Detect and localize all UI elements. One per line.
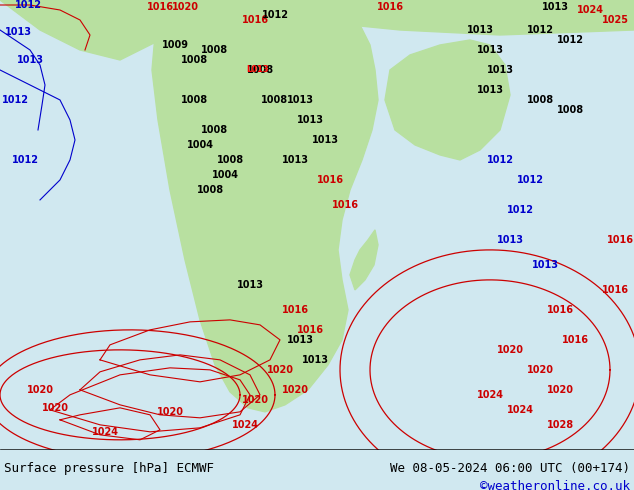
Text: 1012: 1012 (486, 155, 514, 165)
Text: 1016: 1016 (297, 325, 323, 335)
Text: 1013: 1013 (16, 55, 44, 65)
Text: 1012: 1012 (557, 35, 583, 45)
Text: 1013: 1013 (541, 2, 569, 12)
Text: 1020: 1020 (157, 407, 183, 417)
Text: 1008: 1008 (261, 95, 288, 105)
Text: 1016: 1016 (316, 175, 344, 185)
Text: 1028: 1028 (547, 420, 574, 430)
Text: ©weatheronline.co.uk: ©weatheronline.co.uk (480, 480, 630, 490)
Text: 1008: 1008 (202, 125, 229, 135)
Text: 1008: 1008 (181, 95, 209, 105)
Text: 1024: 1024 (91, 427, 119, 437)
Text: 1013: 1013 (467, 25, 493, 35)
Text: 1012: 1012 (261, 10, 288, 20)
Text: 1016: 1016 (242, 15, 269, 25)
Text: 1008: 1008 (557, 105, 583, 115)
Text: 1016: 1016 (547, 305, 574, 315)
Text: 1024: 1024 (477, 390, 503, 400)
Text: 1012: 1012 (1, 95, 29, 105)
Text: 1004: 1004 (212, 170, 238, 180)
Text: 1013: 1013 (486, 65, 514, 75)
Text: L013: L013 (247, 66, 269, 74)
Text: 1008: 1008 (181, 55, 209, 65)
Text: 1016: 1016 (602, 285, 628, 295)
Text: 1013: 1013 (477, 45, 503, 55)
Text: 1020: 1020 (547, 385, 574, 395)
Text: 1013: 1013 (496, 235, 524, 245)
Text: 1013: 1013 (4, 27, 32, 37)
Text: We 08-05-2024 06:00 UTC (00+174): We 08-05-2024 06:00 UTC (00+174) (390, 462, 630, 475)
Text: 1012: 1012 (15, 0, 41, 10)
Polygon shape (385, 40, 510, 160)
Text: 1013: 1013 (287, 335, 313, 345)
Text: 1008: 1008 (216, 155, 243, 165)
Text: 1008: 1008 (202, 45, 229, 55)
Text: Surface pressure [hPa] ECMWF: Surface pressure [hPa] ECMWF (4, 462, 214, 475)
Text: 1024: 1024 (576, 5, 604, 15)
Text: 1016: 1016 (281, 305, 309, 315)
Text: 1020: 1020 (496, 345, 524, 355)
Text: 1020: 1020 (27, 385, 53, 395)
Polygon shape (152, 5, 378, 412)
Polygon shape (0, 0, 200, 60)
Text: 1020: 1020 (266, 365, 294, 375)
Text: 1020: 1020 (41, 403, 68, 413)
Text: 1012: 1012 (11, 155, 39, 165)
Text: 1012: 1012 (507, 205, 533, 215)
Text: 1013: 1013 (302, 355, 328, 365)
Text: 1016: 1016 (377, 2, 403, 12)
Text: 1013: 1013 (236, 280, 264, 290)
Text: 1020: 1020 (172, 2, 198, 12)
Text: 1025: 1025 (602, 15, 628, 25)
Text: 1009: 1009 (162, 40, 188, 50)
Text: 1008: 1008 (526, 95, 553, 105)
Text: 1020: 1020 (242, 395, 269, 405)
Polygon shape (350, 230, 378, 290)
Text: 1020: 1020 (281, 385, 309, 395)
Text: 1016: 1016 (332, 200, 358, 210)
Text: 1013: 1013 (531, 260, 559, 270)
Polygon shape (0, 0, 634, 35)
Text: 1013: 1013 (297, 115, 323, 125)
Text: 1012: 1012 (526, 25, 553, 35)
Text: 1013: 1013 (287, 95, 313, 105)
Text: 1013: 1013 (281, 155, 309, 165)
Text: 1013: 1013 (477, 85, 503, 95)
Text: 1020: 1020 (526, 365, 553, 375)
Text: 1013: 1013 (311, 135, 339, 145)
Text: 1016: 1016 (562, 335, 588, 345)
Text: 1024: 1024 (507, 405, 533, 415)
Text: 1016: 1016 (146, 2, 174, 12)
Text: 1008: 1008 (197, 185, 224, 195)
Text: 1004: 1004 (186, 140, 214, 150)
Text: 1016: 1016 (607, 235, 633, 245)
Text: 1024: 1024 (231, 420, 259, 430)
Text: 1008: 1008 (247, 65, 273, 75)
Text: 1012: 1012 (517, 175, 543, 185)
